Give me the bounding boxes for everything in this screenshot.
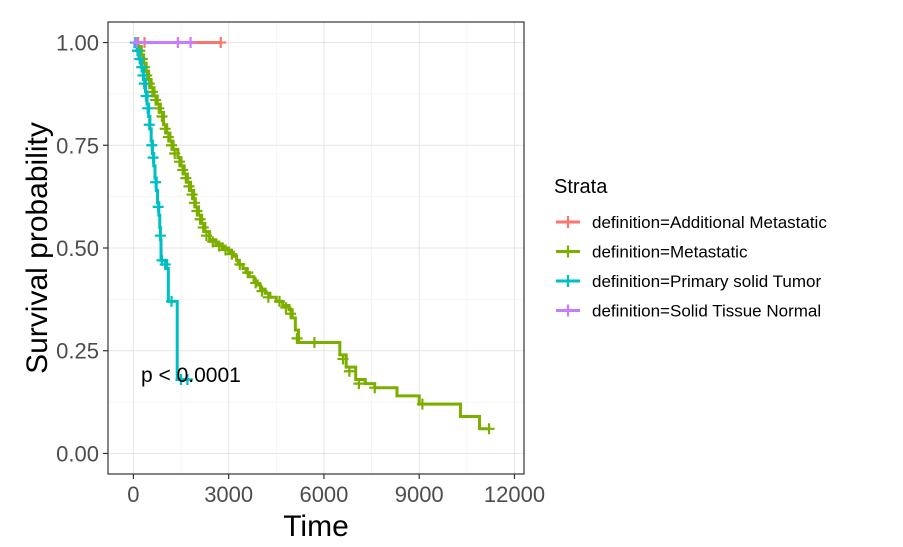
censor-mark bbox=[226, 248, 238, 260]
legend-label: definition=Metastatic bbox=[592, 243, 748, 262]
censor-mark bbox=[138, 78, 150, 90]
censor-mark bbox=[159, 123, 171, 135]
censor-mark bbox=[134, 53, 146, 65]
censor-mark bbox=[186, 189, 198, 201]
censor-mark bbox=[416, 398, 428, 410]
censor-mark bbox=[159, 258, 171, 270]
censor-mark bbox=[337, 353, 349, 365]
series-3 bbox=[131, 37, 197, 49]
censor-mark bbox=[234, 258, 246, 270]
censor-mark bbox=[200, 230, 212, 242]
axes: 0 3000 6000 9000 12000 0.00 0.25 0.50 0.75 1.00 bbox=[56, 31, 545, 507]
x-tick-label: 0 bbox=[127, 482, 139, 507]
legend: Strata definition=Additional Metastatic d… bbox=[554, 176, 827, 321]
censor-mark bbox=[343, 365, 355, 377]
legend-key-censor bbox=[562, 304, 574, 317]
censor-mark bbox=[180, 172, 192, 184]
legend-item-2: definition=Primary solid Tumor bbox=[556, 272, 821, 291]
censor-mark bbox=[215, 37, 227, 49]
censor-mark bbox=[185, 37, 197, 49]
censor-mark bbox=[273, 295, 285, 307]
legend-label: definition=Solid Tissue Normal bbox=[592, 302, 821, 321]
censor-mark bbox=[153, 102, 165, 114]
censor-mark bbox=[242, 267, 254, 279]
y-tick-label: 1.00 bbox=[56, 31, 99, 56]
x-tick-label: 9000 bbox=[395, 482, 444, 507]
censor-mark bbox=[146, 86, 158, 98]
legend-label: definition=Primary solid Tumor bbox=[592, 272, 821, 291]
y-tick-label: 0.25 bbox=[56, 339, 99, 364]
censor-mark bbox=[197, 221, 209, 233]
legend-key-censor bbox=[562, 275, 574, 287]
y-tick-label: 0.50 bbox=[56, 236, 99, 261]
censor-mark bbox=[169, 147, 181, 159]
y-tick-label: 0.00 bbox=[56, 441, 99, 466]
censor-mark bbox=[250, 277, 262, 289]
censor-mark bbox=[280, 302, 292, 314]
censor-mark bbox=[166, 139, 178, 151]
censor-mark bbox=[142, 102, 154, 114]
legend-key-censor bbox=[562, 216, 574, 228]
legend-key-censor bbox=[562, 245, 574, 258]
censor-mark bbox=[156, 111, 168, 123]
censor-mark bbox=[262, 291, 274, 303]
x-tick-label: 3000 bbox=[204, 482, 253, 507]
censor-mark bbox=[140, 90, 152, 102]
censor-mark bbox=[219, 244, 231, 256]
legend-item-0: definition=Additional Metastatic bbox=[556, 213, 827, 232]
y-axis-title: Survival probability bbox=[21, 122, 54, 374]
censor-mark bbox=[147, 152, 159, 164]
censor-mark bbox=[173, 156, 185, 168]
censor-mark bbox=[308, 337, 320, 349]
censor-mark bbox=[213, 240, 225, 252]
censor-mark bbox=[483, 423, 495, 435]
series-1 bbox=[131, 37, 495, 435]
legend-label: definition=Additional Metastatic bbox=[592, 213, 827, 232]
x-tick-label: 12000 bbox=[484, 482, 545, 507]
censor-mark bbox=[369, 382, 381, 394]
x-tick-label: 6000 bbox=[299, 482, 348, 507]
legend-item-3: definition=Solid Tissue Normal bbox=[556, 302, 821, 321]
series-2 bbox=[129, 37, 193, 385]
censor-mark bbox=[191, 205, 203, 217]
censor-mark bbox=[152, 201, 164, 213]
gridlines bbox=[108, 22, 524, 474]
censor-mark bbox=[177, 164, 189, 176]
x-axis-title: Time bbox=[283, 510, 349, 543]
censor-mark bbox=[207, 236, 219, 248]
censor-mark bbox=[166, 295, 178, 307]
censor-mark bbox=[137, 69, 149, 81]
censor-mark bbox=[194, 213, 206, 225]
censor-mark bbox=[154, 230, 166, 242]
legend-title: Strata bbox=[554, 176, 608, 198]
censor-mark bbox=[162, 131, 174, 143]
censor-mark bbox=[256, 285, 268, 297]
censor-mark bbox=[181, 373, 193, 385]
p-value-annotation: p < 0.0001 bbox=[141, 364, 241, 387]
censor-mark bbox=[150, 94, 162, 106]
censor-mark bbox=[285, 308, 297, 320]
censor-mark bbox=[150, 176, 162, 188]
censor-mark bbox=[143, 119, 155, 131]
censor-mark bbox=[188, 197, 200, 209]
censor-mark bbox=[183, 180, 195, 192]
censor-mark bbox=[353, 378, 365, 390]
censor-mark bbox=[131, 37, 143, 49]
legend-item-1: definition=Metastatic bbox=[556, 243, 748, 262]
censor-mark bbox=[172, 37, 184, 49]
censor-mark bbox=[146, 139, 158, 151]
censor-mark bbox=[136, 61, 148, 73]
y-tick-label: 0.75 bbox=[56, 133, 99, 158]
survival-curves bbox=[129, 37, 495, 435]
censor-mark bbox=[291, 332, 303, 344]
